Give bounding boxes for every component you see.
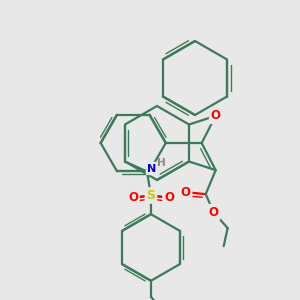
Text: O: O <box>128 191 138 204</box>
Text: N: N <box>147 164 157 173</box>
Text: O: O <box>164 191 174 204</box>
Text: O: O <box>209 206 219 219</box>
Text: O: O <box>211 109 221 122</box>
Text: O: O <box>181 186 191 199</box>
Text: S: S <box>146 189 155 202</box>
Text: H: H <box>157 158 165 169</box>
